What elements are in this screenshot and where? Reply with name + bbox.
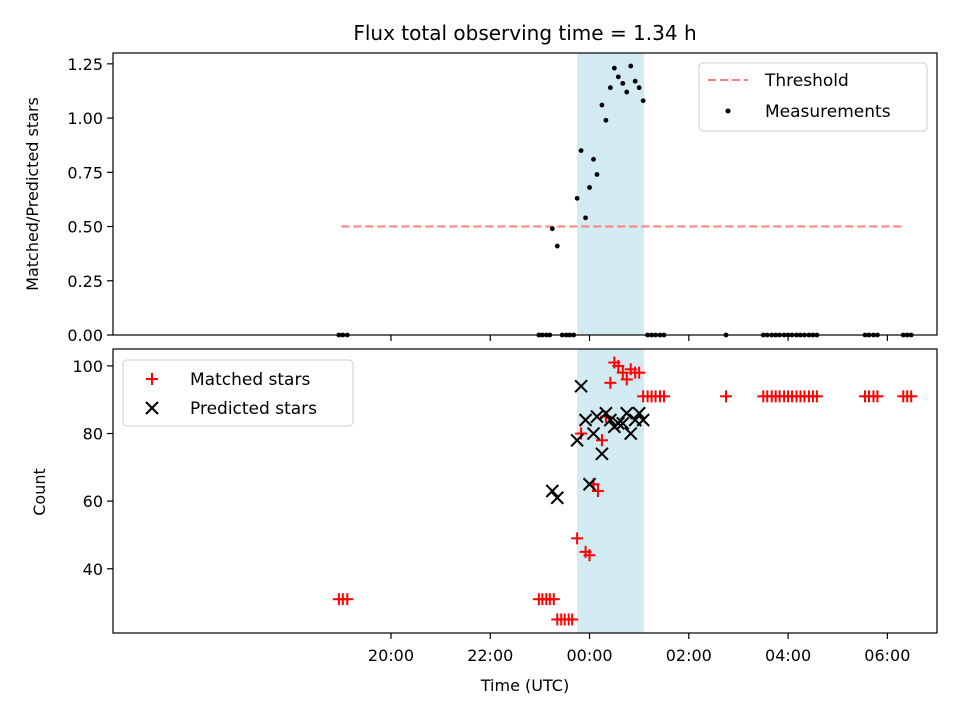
matched-star-point (547, 593, 560, 606)
y-tick-label: 1.00 (67, 109, 103, 128)
y-tick-label: 40 (83, 560, 103, 579)
legend-measurements-label: Measurements (765, 102, 891, 122)
measurement-point (632, 78, 638, 84)
legend-predicted-label: Predicted stars (190, 399, 317, 419)
predicted-star-point (632, 406, 646, 420)
measurement-point (624, 89, 630, 95)
matched-star-point (810, 390, 823, 403)
matched-star-point (595, 434, 608, 447)
bottom-y-ticks: 40 60 80 100 (72, 357, 113, 579)
bottom-legend: Matched stars Predicted stars (122, 359, 354, 427)
measurement-point (607, 85, 613, 91)
measurement-point (599, 102, 605, 108)
measurement-point (611, 65, 617, 71)
x-tick-label: 20:00 (368, 646, 414, 665)
y-tick-label: 0.00 (67, 326, 103, 345)
y-tick-label: 100 (72, 357, 103, 376)
matched-star-point (591, 485, 604, 497)
bottom-legend-box (122, 359, 354, 427)
y-tick-label: 80 (83, 425, 103, 444)
legend-matched-swatch (146, 373, 158, 385)
matched-star-point (871, 390, 884, 403)
legend-matched-label: Matched stars (190, 370, 310, 390)
y-tick-label: 0.50 (67, 218, 103, 237)
matched-star-point (905, 390, 918, 403)
predicted-star-point (574, 379, 588, 393)
measurement-points (336, 63, 914, 338)
measurement-point (594, 172, 600, 177)
matched-star-point (633, 366, 646, 379)
predicted-star-point (603, 413, 618, 427)
legend-predicted-swatch (145, 401, 159, 415)
predicted-star-point (550, 491, 564, 505)
measurement-point (554, 243, 560, 249)
matched-star-point (604, 376, 617, 389)
measurement-point (583, 215, 588, 221)
matched-star-point (341, 593, 354, 606)
legend-threshold-label: Threshold (764, 71, 849, 91)
measurement-point (636, 85, 642, 91)
top-y-ticks: 0.00 0.25 0.50 0.75 1.00 1.25 (67, 55, 113, 345)
measurement-point (615, 74, 621, 80)
measurement-point (591, 156, 596, 162)
measurement-point (628, 63, 634, 69)
chart-title: Flux total observing time = 1.34 h (353, 21, 696, 45)
predicted-star-point (590, 409, 604, 424)
matched-star-point (571, 532, 584, 545)
top-legend-box (698, 62, 928, 132)
matched-star-point (583, 549, 596, 562)
top-x-ticks (390, 335, 888, 341)
x-tick-label: 02:00 (666, 646, 712, 665)
top-y-axis-label: Matched/Predicted stars (23, 97, 42, 291)
predicted-star-point (582, 477, 597, 491)
x-tick-label: 22:00 (467, 646, 513, 665)
x-axis-label: Time (UTC) (480, 676, 569, 695)
predicted-star-point (636, 413, 650, 427)
measurement-point (603, 117, 609, 123)
top-legend: Threshold Measurements (698, 62, 928, 132)
bottom-highlight-span (577, 349, 645, 633)
y-tick-label: 60 (83, 492, 103, 511)
bottom-y-axis-label: Count (30, 468, 49, 516)
predicted-star-point (545, 484, 560, 498)
y-tick-label: 0.25 (67, 272, 103, 291)
bottom-panel: 40 60 80 100 20:00 22:00 00:00 02:00 04:00 06:00… (30, 348, 938, 695)
measurement-point (549, 226, 555, 232)
legend-measurements-swatch (725, 108, 731, 114)
measurement-point (620, 80, 626, 86)
predicted-star-point (570, 433, 584, 447)
x-tick-label: 04:00 (765, 646, 811, 665)
matched-star-point (566, 613, 579, 626)
matched-star-point (616, 366, 629, 379)
predicted-star-point (620, 406, 634, 420)
matched-star-point (620, 373, 633, 386)
top-panel: 0.00 0.25 0.50 0.75 1.00 1.25 Matched/Predict… (23, 52, 938, 345)
y-tick-label: 1.25 (67, 55, 103, 74)
predicted-star-point (586, 426, 601, 441)
bottom-x-ticks: 20:00 22:00 00:00 02:00 04:00 06:00 (368, 633, 910, 665)
matched-star-point (612, 359, 625, 372)
matched-star-point (657, 390, 670, 403)
x-tick-label: 06:00 (864, 646, 910, 665)
measurement-point (587, 185, 592, 190)
predicted-star-point (624, 426, 638, 441)
predicted-star-point (599, 406, 613, 420)
x-tick-label: 00:00 (566, 646, 612, 665)
top-highlight-span (577, 53, 645, 335)
predicted-star-point (616, 416, 630, 431)
measurement-point (574, 195, 580, 201)
predicted-star-point (595, 447, 609, 461)
measurement-point (578, 148, 584, 154)
predicted-star-point (611, 416, 626, 431)
matched-star-point (720, 390, 733, 403)
bottom-plot-frame (112, 348, 938, 634)
predicted-star-point (578, 413, 593, 427)
star-count-points (332, 356, 918, 626)
y-tick-label: 0.75 (67, 163, 103, 182)
top-plot-frame (112, 52, 938, 336)
measurement-point (640, 98, 646, 104)
